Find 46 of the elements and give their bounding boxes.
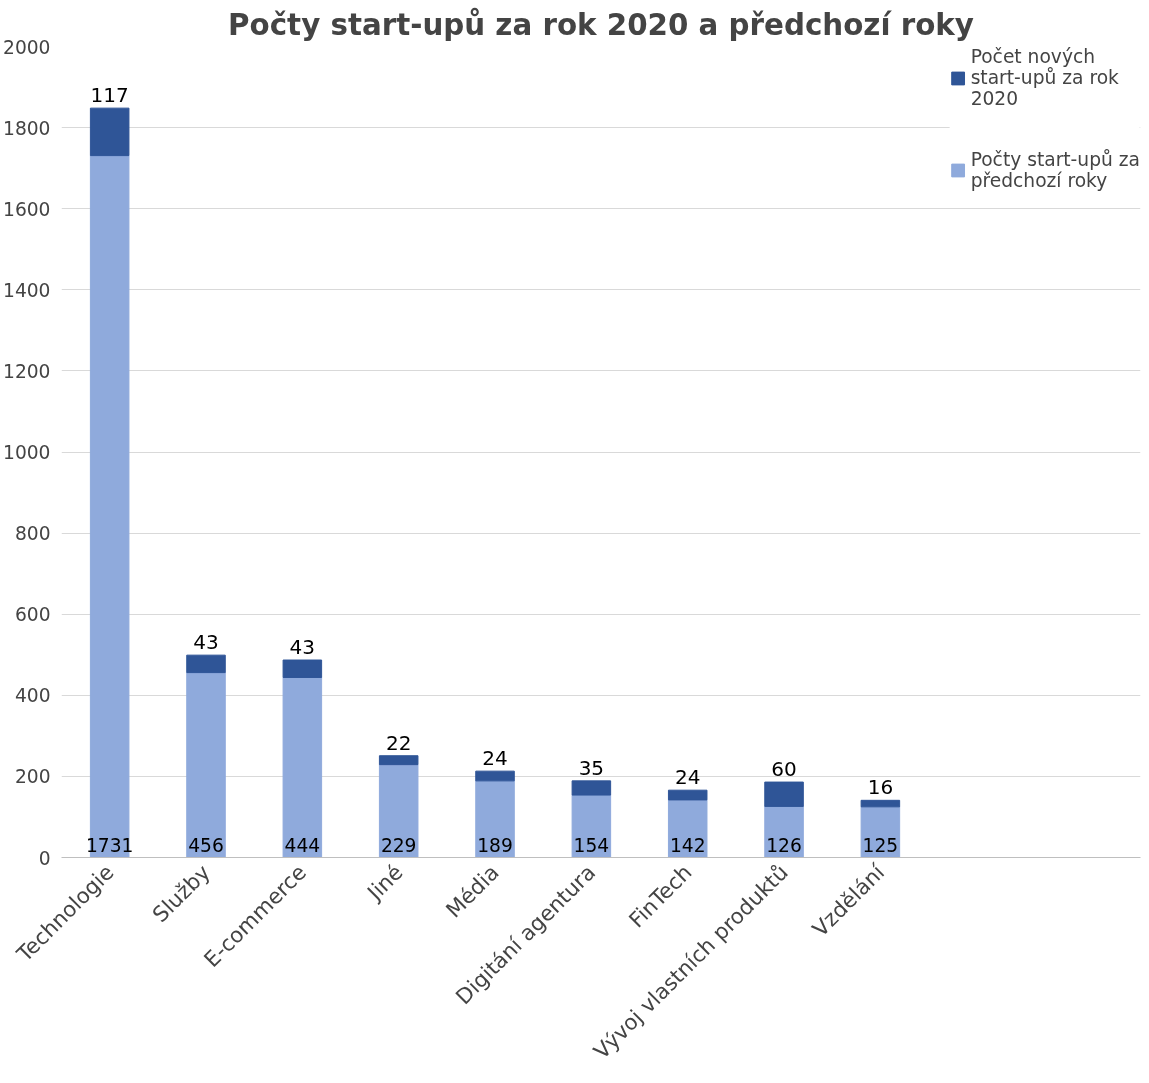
bar <box>186 672 226 858</box>
bar <box>282 676 323 858</box>
data-label: 142 <box>669 834 706 856</box>
data-label: 1731 <box>85 834 134 856</box>
data-label: 125 <box>862 834 899 856</box>
legend-label: Počty start-upů za předchozí roky <box>970 149 1140 191</box>
bar <box>571 780 612 796</box>
legend-label: Počet nových start-upů za rok 2020 <box>970 46 1119 109</box>
bar <box>475 780 515 858</box>
y-tick-label: 0 <box>38 847 51 869</box>
bar <box>860 799 901 808</box>
bar <box>89 107 130 157</box>
data-label: 189 <box>477 834 513 856</box>
data-label: 117 <box>90 83 129 108</box>
bar <box>378 764 419 858</box>
data-label: 24 <box>482 746 508 771</box>
data-label: 22 <box>385 730 412 755</box>
data-label: 154 <box>573 834 610 856</box>
y-tick-label: 1600 <box>3 198 51 220</box>
data-label: 229 <box>380 834 417 856</box>
data-label: 456 <box>188 834 224 856</box>
bar <box>764 781 804 807</box>
y-tick-label: 400 <box>14 685 51 707</box>
data-label: 444 <box>284 834 321 856</box>
y-tick-label: 600 <box>14 604 51 626</box>
data-label: 16 <box>867 775 894 800</box>
bar <box>89 155 130 858</box>
bar <box>475 770 515 782</box>
data-label: 24 <box>674 765 701 790</box>
data-label: 35 <box>578 755 605 780</box>
bar <box>186 654 226 674</box>
data-label: 43 <box>193 630 219 655</box>
y-tick-label: 1400 <box>3 279 51 301</box>
y-tick-label: 1200 <box>3 360 51 382</box>
data-label: 43 <box>289 635 316 660</box>
bar <box>282 659 323 678</box>
bar <box>378 755 419 766</box>
data-label: 60 <box>771 757 797 782</box>
data-label: 126 <box>766 834 802 856</box>
y-tick-label: 2000 <box>3 36 51 58</box>
y-tick-label: 1000 <box>3 442 51 463</box>
y-tick-label: 200 <box>14 766 51 788</box>
y-tick-label: 1800 <box>3 117 51 139</box>
y-tick-label: 800 <box>14 523 51 545</box>
chart-title: Počty start-upů za rok 2020 a předchozí roky <box>228 6 974 42</box>
bar <box>667 789 708 801</box>
